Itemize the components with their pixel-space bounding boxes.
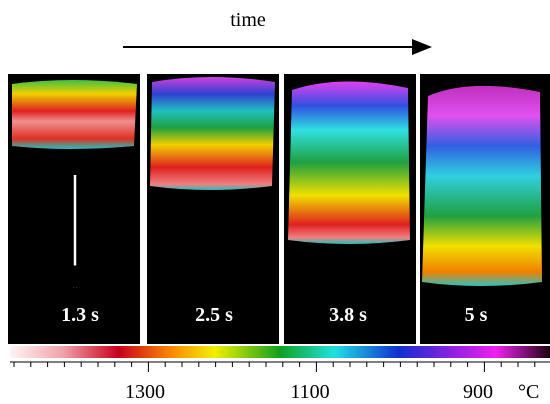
thermal-image: [288, 81, 410, 244]
panel-label: 1.3 s: [61, 304, 99, 326]
colorbar-tick-label: 1100: [290, 381, 329, 403]
colorbar-tick-label: 900: [463, 381, 493, 403]
thermal-image: [12, 80, 137, 149]
colorbar-tick-label: 1300: [125, 381, 165, 403]
colorbar-unit: °C: [518, 381, 539, 403]
thermal-image: [150, 77, 275, 190]
colorbar: [10, 346, 550, 358]
panel-label: 5 s: [465, 304, 488, 326]
panel-label: 3.8 s: [329, 304, 367, 326]
time-label: time: [230, 9, 266, 31]
thermal-image: [422, 85, 542, 286]
panel-label: 2.5 s: [195, 304, 233, 326]
minor-ticks: [13, 362, 536, 372]
